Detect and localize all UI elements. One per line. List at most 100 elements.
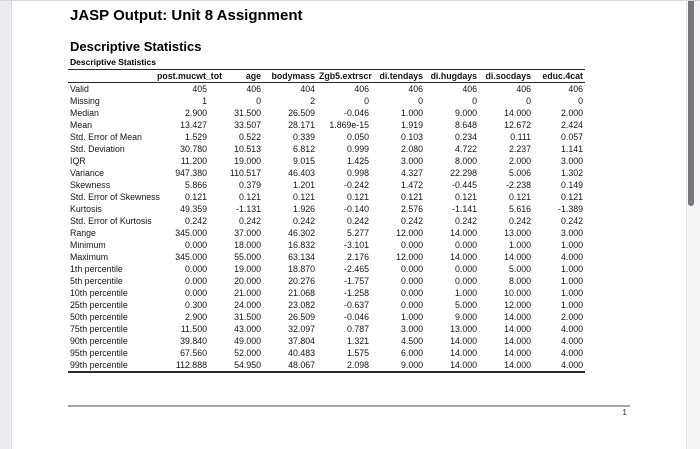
cell-value: 21.000 [234,288,261,298]
cell-value: 14.000 [450,252,477,262]
cell-value: 14.000 [504,312,531,322]
cell-value: 1.919 [400,120,423,130]
cell-value: 1.000 [400,108,423,118]
cell-value: 406 [462,84,477,94]
cell-value: 1.302 [560,168,583,178]
row-label: 90th percentile [70,336,128,346]
cell-value: 0.000 [454,264,477,274]
table-row: 5th percentile 0.000 20.000 20.276 -1.757 0.0… [68,275,585,287]
cell-value: 405 [192,84,207,94]
descriptives-table-container: Descriptive Statistics post.mucwt_tot age… [68,57,585,373]
cell-value: 1.141 [560,144,583,154]
cell-value: 26.509 [288,108,315,118]
cell-value: 345.000 [175,228,207,238]
cell-value: 3.000 [560,156,583,166]
table-row: Kurtosis 49.359 -1.131 1.926 -0.140 2.576 -1.1… [68,203,585,215]
cell-value: 0 [578,96,583,106]
cell-value: 14.000 [479,359,533,373]
cell-value: 1.201 [292,180,315,190]
cell-value: 3.000 [400,156,423,166]
row-label: 5th percentile [70,276,123,286]
cell-value: 10.000 [504,288,531,298]
cell-value: 4.000 [560,252,583,262]
footer-divider [68,405,630,407]
cell-value: 5.866 [184,180,207,190]
cell-value: 406 [568,84,583,94]
cell-value: 26.509 [288,312,315,322]
cell-value: 0.000 [400,300,423,310]
row-label: Std. Error of Mean [70,132,142,142]
cell-value: 18.870 [288,264,315,274]
column-header: age [209,69,263,83]
cell-value: 5.006 [508,168,531,178]
row-label: Median [70,108,99,118]
cell-value: 49.000 [234,336,261,346]
cell-value: 23.082 [288,300,315,310]
cell-value: 24.000 [234,300,261,310]
cell-value: 406 [408,84,423,94]
cell-value: 0.050 [346,132,369,142]
table-row: 50th percentile 2.900 31.500 26.509 -0.046 1.… [68,311,585,323]
column-header: bodymass [263,69,317,83]
cell-value: 0.339 [292,132,315,142]
scrollbar-thumb[interactable] [688,1,694,206]
table-row: Std. Deviation 30.780 10.513 6.812 0.999 2.08… [68,143,585,155]
cell-value: 28.171 [288,120,315,130]
scrollbar-track[interactable] [686,1,700,449]
cell-value: 0 [526,96,531,106]
cell-value: -0.046 [344,312,369,322]
cell-value: 2.176 [346,252,369,262]
cell-value: -2.238 [506,180,531,190]
table-row: 99th percentile 112.888 54.950 48.067 2.098 9… [68,359,585,373]
cell-value: -0.637 [344,300,369,310]
cell-value: 19.000 [234,264,261,274]
row-label: Mean [70,120,93,130]
cell-value: 14.000 [504,252,531,262]
cell-value: 14.000 [504,336,531,346]
table-row: 1th percentile 0.000 19.000 18.870 -2.465 0.0… [68,263,585,275]
row-label: Maximum [70,252,109,262]
cell-value: 0.000 [184,264,207,274]
cell-value: 1.000 [560,264,583,274]
cell-value: 6.812 [292,144,315,154]
table-row: Median 2.900 31.500 26.509 -0.046 1.000 9.000 1… [68,107,585,119]
cell-value: -0.046 [344,108,369,118]
cell-value: 0.121 [560,192,583,202]
cell-value: 32.097 [288,324,315,334]
cell-value: 1.000 [400,312,423,322]
cell-value: 1.472 [400,180,423,190]
cell-value: 0.057 [560,132,583,142]
cell-value: 13.000 [450,324,477,334]
cell-value: -0.140 [344,204,369,214]
cell-value: 21.068 [288,288,315,298]
column-header: di.socdays [479,69,533,83]
cell-value: 2.900 [184,312,207,322]
row-label: Skewness [70,180,111,190]
cell-value: 0.000 [184,240,207,250]
row-label: 50th percentile [70,312,128,322]
cell-value: 2 [310,96,315,106]
table-row: Range 345.000 37.000 46.302 5.277 12.000 14.00… [68,227,585,239]
cell-value: -1.258 [344,288,369,298]
cell-value: 4.000 [560,324,583,334]
cell-value: 0.242 [454,216,477,226]
cell-value: 1 [202,96,207,106]
cell-value: 0.111 [510,132,531,142]
cell-value: -1.131 [236,204,261,214]
cell-value: 1.869e-15 [329,120,369,130]
column-header: Zgb5.extrscr [317,69,372,83]
cell-value: -1.389 [558,204,583,214]
table-row: Std. Error of Kurtosis 0.242 0.242 0.242 0.2… [68,215,585,227]
cell-value: 0.000 [400,240,423,250]
cell-value: 12.672 [504,120,531,130]
column-header: di.hugdays [425,69,479,83]
cell-value: 0.121 [184,192,207,202]
cell-value: 22.298 [450,168,477,178]
row-label: Std. Error of Kurtosis [70,216,152,226]
cell-value: 1.000 [560,240,583,250]
cell-value: 4.500 [400,336,423,346]
cell-value: 3.000 [400,324,423,334]
row-label: IQR [70,156,86,166]
cell-value: 2.098 [317,359,371,373]
column-header: di.tendays [371,69,425,83]
